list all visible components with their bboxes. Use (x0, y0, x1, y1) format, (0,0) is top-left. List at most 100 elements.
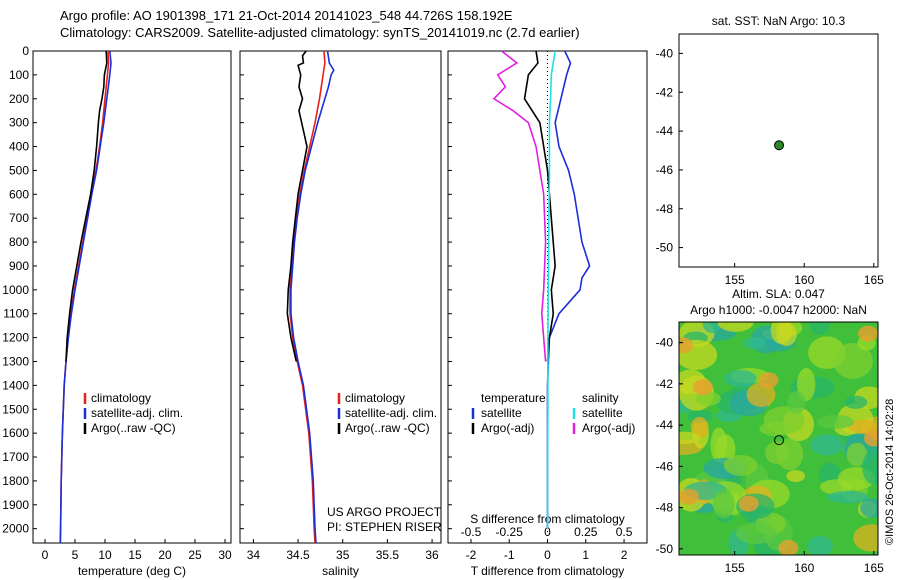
legend-label: Argo(..raw -QC) (91, 421, 176, 435)
sla-field-patch (679, 337, 693, 354)
y-tick-label: 1600 (2, 426, 29, 440)
legend-label: climatology (345, 391, 405, 405)
sla-field-patch (858, 325, 878, 342)
y-tick-label: 200 (9, 92, 29, 106)
y-tick-label: -48 (656, 501, 674, 515)
y-tick-label: 400 (9, 140, 29, 154)
series-line-2 (59, 50, 112, 544)
legend-header-temperature: temperature (481, 391, 546, 405)
y-tick-label: 1100 (3, 307, 29, 321)
sla-field-blobs (679, 322, 878, 555)
sla-field-patch (844, 395, 868, 409)
diff-series-line-4 (492, 50, 547, 362)
sla-field-patch (810, 322, 830, 336)
y-tick-label: 1500 (2, 402, 29, 416)
x-tick-label: 30 (218, 548, 232, 562)
x-tick-label: 35 (336, 548, 350, 562)
annotation-project: US ARGO PROJECT (327, 505, 442, 519)
y-tick-label: 700 (9, 211, 29, 225)
sla-map-frame (678, 321, 879, 556)
sla-field-patch (738, 495, 759, 512)
annotation-pi: PI: STEPHEN RISER (327, 520, 442, 534)
x-tick-label: 155 (725, 561, 745, 575)
legend-label: satellite-adj. clim. (345, 406, 437, 420)
y-tick-label: 1300 (2, 354, 29, 368)
sla-field-patch (712, 489, 735, 519)
y-tick-label: 1900 (2, 498, 29, 512)
legend-label: satellite (481, 406, 522, 420)
x-axis-label: T difference from climatology (471, 564, 625, 578)
salinity-panel-frame (239, 50, 442, 544)
sla-field-patch (827, 490, 869, 504)
y-tick-label: 500 (9, 163, 29, 177)
x-tick-label: 35.5 (376, 548, 400, 562)
sla-field-patch (853, 524, 878, 552)
legend-label: satellite-adj. clim. (91, 406, 183, 420)
y-tick-label: -46 (656, 163, 674, 177)
climatology-title: Climatology: CARS2009. Satellite-adjuste… (60, 25, 580, 40)
y-tick-label: 0 (22, 44, 29, 58)
y-tick-label: 100 (9, 68, 29, 82)
argo-position-marker (774, 140, 785, 151)
y-tick-label: -46 (656, 459, 674, 473)
y-tick-label: -50 (656, 241, 674, 255)
legend-label: Argo(-adj) (582, 421, 635, 435)
x-tick-label: 155 (725, 273, 745, 287)
sla-field-patch (846, 442, 868, 467)
x-axis-label: temperature (deg C) (78, 564, 186, 578)
temperature-panel-frame (32, 50, 232, 544)
x-tick-label: 10 (98, 548, 112, 562)
x-tick-label: 165 (864, 273, 884, 287)
imos-timestamp-label: ©IMOS 26-Oct-2014 14:02:28 (884, 399, 896, 545)
legend-header-salinity: salinity (582, 391, 619, 405)
legend-label: climatology (91, 391, 151, 405)
x-tick-label: 2 (621, 548, 628, 562)
sla-field-patch (816, 414, 855, 429)
x-tick2-label: 0.25 (574, 525, 598, 539)
x-axis-label: salinity (322, 564, 359, 578)
y-tick-label: -44 (656, 124, 674, 138)
y-tick-label: 600 (9, 187, 29, 201)
y-tick-label: 1000 (2, 283, 29, 297)
sla-field-patch (724, 369, 757, 388)
series-line-1 (59, 50, 110, 544)
sla-field-patch (797, 367, 816, 402)
sla-field-patch (679, 488, 699, 505)
sla-map-title: Altim. SLA: 0.047 (732, 287, 825, 301)
sla-field-patch (848, 419, 878, 434)
sla-field-patch (758, 372, 779, 389)
y-tick-label: -42 (656, 85, 674, 99)
x-tick-label: 165 (864, 561, 884, 575)
sla-field-patch (743, 337, 766, 350)
x-tick2-label: -0.5 (461, 525, 482, 539)
x-tick-label: 15 (128, 548, 142, 562)
y-tick-label: 800 (9, 235, 29, 249)
sla-field-patch (833, 343, 873, 379)
sla-field-patch (862, 449, 878, 485)
sla-field-patch (702, 322, 721, 334)
legend-label: satellite (582, 406, 623, 420)
y-tick-label: 300 (9, 116, 29, 130)
x-tick-label: 0 (544, 548, 551, 562)
x-tick-label: -2 (466, 548, 477, 562)
x-tick-label: 20 (158, 548, 172, 562)
x-tick2-label: -0.25 (496, 525, 524, 539)
x-tick-label: 25 (188, 548, 202, 562)
sla-field-patch (735, 522, 777, 545)
sst-map-title: sat. SST: NaN Argo: 10.3 (712, 14, 846, 28)
sla-field-patch (776, 438, 804, 471)
series-line-3 (286, 50, 308, 362)
x-tick2-label: 0 (544, 525, 551, 539)
sla-field-patch (810, 434, 844, 456)
sla-field-patch (690, 416, 709, 439)
x-tick-label: -1 (504, 548, 515, 562)
series-line-1 (289, 50, 326, 544)
x-tick-label: 36 (425, 548, 439, 562)
sla-map-subtitle: Argo h1000: -0.0047 h2000: NaN (690, 303, 867, 317)
y-tick-label: -48 (656, 202, 674, 216)
y-tick-label: -44 (656, 418, 674, 432)
x-tick-label: 34.5 (286, 548, 310, 562)
diff-series-line-2 (523, 50, 556, 362)
legend-label: Argo(-adj) (481, 421, 534, 435)
